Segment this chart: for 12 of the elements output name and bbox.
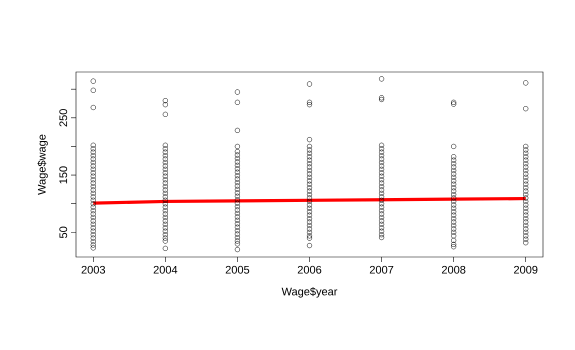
x-tick-label: 2009 <box>514 266 538 274</box>
x-axis-title: Wage$year <box>282 287 338 298</box>
x-tick-label: 2004 <box>154 266 178 274</box>
x-tick-label: 2008 <box>442 266 466 274</box>
y-axis-title: Wage$wage <box>37 134 48 195</box>
y-tick-label: 150 <box>59 166 68 184</box>
x-tick-label: 2003 <box>82 266 106 274</box>
y-tick-label: 50 <box>59 226 68 238</box>
x-tick-label: 2005 <box>226 266 250 274</box>
x-tick-label: 2007 <box>370 266 394 274</box>
x-tick-label: 2006 <box>298 266 322 274</box>
y-tick-label: 250 <box>59 109 68 126</box>
